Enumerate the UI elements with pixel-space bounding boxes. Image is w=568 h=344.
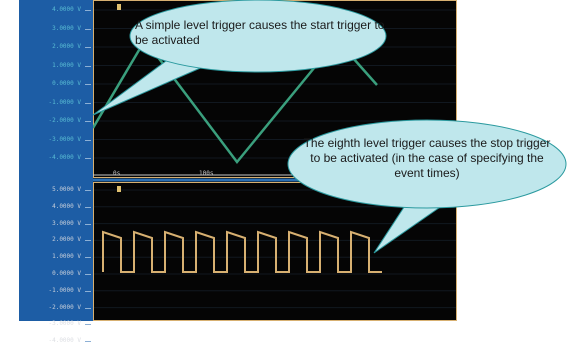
bottom_axis-label: -1.0000 V: [48, 286, 81, 294]
bottom_axis-tick: [85, 324, 91, 326]
trigger-marker-top: [117, 4, 121, 10]
time-mark-100: 100s: [199, 170, 214, 177]
top_axis-label: 4.0000 V: [52, 6, 81, 13]
y-axis-labels: 4.0000 V 3.0000 V 2.0000 V 1.0000 V 0.0000 V…: [19, 0, 93, 344]
top_axis-label: -3.0000 V: [48, 135, 81, 143]
bottom_axis-tick: [85, 223, 91, 225]
top_axis-label: 1.0000 V: [52, 61, 81, 69]
time-mark-0: 0s: [113, 170, 121, 177]
bottom_axis-label: 3.0000 V: [52, 219, 81, 227]
top_axis-label: 2.0000 V: [52, 43, 81, 50]
start-trigger-callout-text: A simple level trigger causes the start …: [135, 18, 385, 47]
stop-trigger-callout-text: The eighth level trigger causes the stop…: [303, 136, 551, 180]
bottom_axis-tick: [85, 307, 91, 309]
top_axis-label: 3.0000 V: [52, 24, 81, 32]
top_axis-tick: [85, 84, 91, 85]
bottom_axis-label: -2.0000 V: [48, 303, 81, 311]
top_axis-tick: [85, 158, 91, 159]
top_axis-label: -4.0000 V: [48, 154, 81, 161]
bottom_axis-label: 5.0000 V: [52, 186, 81, 193]
bottom_axis-tick: [85, 257, 91, 259]
bottom_axis-label: -3.0000 V: [48, 320, 81, 328]
bottom_axis-tick: [85, 290, 91, 292]
bottom_axis-label: -4.0000 V: [48, 337, 81, 344]
bottom_axis-label: 2.0000 V: [52, 236, 81, 244]
top_axis-tick: [85, 121, 91, 122]
top_axis-tick: [85, 102, 91, 104]
top_axis-label: 0.0000 V: [52, 80, 81, 87]
top_axis-tick: [85, 28, 91, 30]
square-wave: [102, 230, 382, 273]
bottom_axis-label: 1.0000 V: [52, 253, 81, 261]
bottom_axis-tick: [85, 240, 91, 242]
bottom_axis-label: 4.0000 V: [52, 202, 81, 210]
bottom_axis-label: 0.0000 V: [52, 270, 81, 277]
top_axis-tick: [85, 65, 91, 67]
bottom_axis-tick: [85, 190, 91, 191]
bottom_axis-tick: [85, 341, 91, 343]
top_axis-tick: [85, 139, 91, 141]
top_axis-label: -2.0000 V: [48, 117, 81, 124]
trigger-marker-bottom: [117, 186, 121, 192]
start-trigger-callout: A simple level trigger causes the start …: [135, 18, 385, 48]
top_axis-tick: [85, 10, 91, 11]
bottom_axis-tick: [85, 274, 91, 275]
top_axis-label: -1.0000 V: [48, 98, 81, 106]
top_axis-tick: [85, 47, 91, 48]
bottom_axis-tick: [85, 206, 91, 208]
stop-trigger-callout: The eighth level trigger causes the stop…: [297, 136, 557, 181]
